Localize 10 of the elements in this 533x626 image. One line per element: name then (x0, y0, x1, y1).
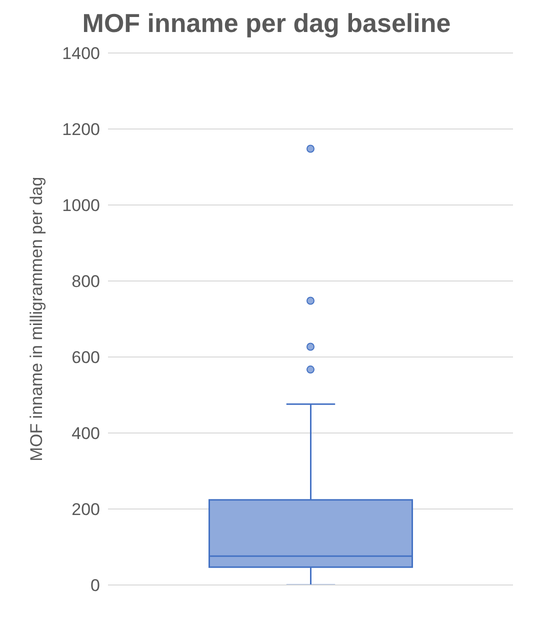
y-tick-label: 400 (72, 424, 100, 444)
y-axis-title: MOF inname in milligrammen per dag (27, 176, 46, 462)
y-tick-label: 1000 (62, 196, 100, 216)
y-tick-label: 0 (90, 576, 100, 596)
chart-title: MOF inname per dag baseline (81, 8, 452, 39)
y-tick-label: 1200 (62, 120, 100, 140)
y-tick-label: 800 (72, 272, 100, 292)
y-tick-label: 200 (72, 500, 100, 520)
y-tick-label: 1400 (62, 44, 100, 64)
y-tick-label: 600 (72, 348, 100, 368)
